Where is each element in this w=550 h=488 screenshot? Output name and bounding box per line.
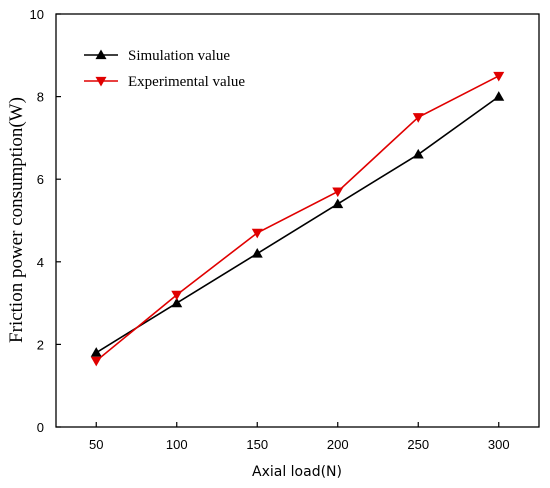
y-tick-label: 0	[37, 420, 44, 435]
y-tick-label: 2	[37, 337, 44, 352]
legend-label: Experimental value	[128, 74, 245, 90]
x-tick-label: 150	[246, 437, 268, 452]
data-point	[493, 91, 505, 101]
legend-label: Simulation value	[128, 48, 230, 64]
series-line-2	[95, 75, 500, 362]
data-point	[332, 187, 344, 198]
data-point	[171, 297, 183, 308]
y-axis-title: Friction power consumption(W)	[6, 97, 27, 343]
data-point	[251, 248, 263, 258]
y-axis-ticks: 0 2 4 6 8 10	[30, 7, 61, 435]
legend-marker	[95, 76, 107, 87]
data-point	[90, 347, 102, 357]
x-axis-ticks: 50 100 150 200 250 300	[89, 422, 510, 452]
x-tick-label: 200	[327, 437, 349, 452]
data-point	[171, 290, 183, 301]
legend-marker	[95, 49, 107, 60]
x-axis-title: Axial load(N)	[252, 464, 342, 480]
data-point	[251, 228, 263, 239]
series-line-1	[95, 95, 500, 354]
y-tick-label: 6	[37, 172, 44, 187]
y-tick-label: 8	[37, 90, 44, 105]
data-point	[412, 148, 424, 159]
data-point	[90, 356, 102, 367]
data-point	[332, 198, 344, 209]
x-tick-label: 250	[407, 437, 429, 452]
plot-area-frame	[55, 13, 540, 428]
x-tick-label: 100	[166, 437, 188, 452]
data-point	[493, 71, 505, 82]
x-tick-label: 50	[89, 437, 103, 452]
y-tick-label: 4	[37, 255, 44, 270]
series-layer	[90, 71, 505, 367]
x-tick-label: 300	[488, 437, 510, 452]
y-tick-label: 10	[30, 7, 44, 22]
data-point	[412, 113, 424, 123]
legend: Simulation value Experimental value	[84, 48, 245, 90]
